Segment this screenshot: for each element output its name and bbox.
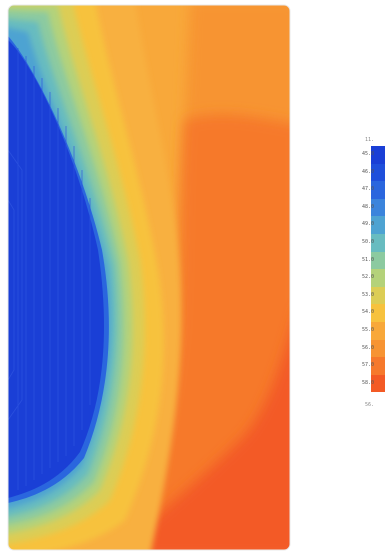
legend-level-label: 47.0	[362, 186, 375, 193]
contour-plot	[7, 4, 291, 551]
legend-swatch	[371, 198, 385, 217]
legend-level-label: 57.0	[362, 362, 375, 369]
legend-level-label: 55.0	[362, 327, 375, 333]
legend-level-label: 58.0	[362, 379, 375, 386]
legend-swatch	[371, 163, 385, 182]
legend-swatch	[371, 374, 385, 393]
legend-swatch	[371, 216, 385, 234]
legend-swatch	[371, 322, 385, 340]
legend-level-label: 46.0	[362, 168, 375, 175]
cold-core-region	[8, 40, 104, 498]
legend-level-label: 54.0	[362, 309, 375, 316]
legend-min-label: 56.	[365, 402, 375, 408]
legend-level-label: 45.0	[362, 151, 375, 157]
legend-level-label: 49.0	[362, 221, 375, 228]
legend-level-label: 56.0	[362, 344, 375, 351]
legend-swatch	[371, 269, 385, 287]
legend-max-label: 11.	[365, 137, 375, 143]
legend-swatch	[371, 286, 385, 305]
domain-boundary	[7, 4, 291, 551]
legend-swatch	[371, 234, 385, 252]
legend-level-label: 52.0	[362, 274, 375, 281]
core-contour-lines	[8, 48, 91, 490]
legend-swatch	[371, 357, 385, 375]
legend-swatch	[371, 181, 385, 199]
legend-level-label: 48.0	[362, 203, 375, 210]
legend-level-label: 51.0	[362, 256, 375, 263]
legend-swatch	[371, 304, 385, 322]
legend-level-label: 50.0	[362, 239, 375, 245]
legend-level-label: 53.0	[362, 291, 375, 298]
legend-swatch	[371, 146, 385, 164]
legend-swatch	[371, 251, 385, 270]
legend-swatch	[371, 339, 385, 358]
contour-band-59	[110, 300, 290, 550]
